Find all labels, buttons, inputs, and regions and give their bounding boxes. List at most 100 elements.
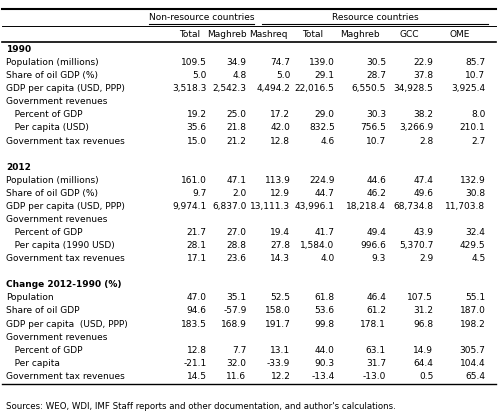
Text: Maghreb: Maghreb (341, 29, 380, 39)
Text: Resource countries: Resource countries (332, 13, 418, 22)
Text: 64.4: 64.4 (413, 359, 433, 368)
Text: 14.5: 14.5 (187, 372, 207, 381)
Text: 34,928.5: 34,928.5 (393, 84, 433, 93)
Text: 30.5: 30.5 (366, 58, 386, 67)
Text: -33.9: -33.9 (267, 359, 290, 368)
Text: 210.1: 210.1 (460, 123, 486, 132)
Text: 183.5: 183.5 (181, 320, 207, 329)
Text: 3,266.9: 3,266.9 (399, 123, 433, 132)
Text: 17.1: 17.1 (187, 254, 207, 263)
Text: 44.6: 44.6 (366, 176, 386, 185)
Text: -57.9: -57.9 (223, 306, 247, 315)
Text: 4.8: 4.8 (232, 71, 247, 80)
Text: 44.7: 44.7 (315, 189, 335, 198)
Text: Government revenues: Government revenues (6, 215, 108, 224)
Text: Population: Population (6, 293, 54, 303)
Text: Government revenues: Government revenues (6, 97, 108, 106)
Text: 28.1: 28.1 (187, 241, 207, 250)
Text: 5.0: 5.0 (276, 71, 290, 80)
Text: 113.9: 113.9 (264, 176, 290, 185)
Text: 9,974.1: 9,974.1 (172, 202, 207, 211)
Text: GCC: GCC (400, 29, 419, 39)
Text: Share of oil GDP (%): Share of oil GDP (%) (6, 189, 99, 198)
Text: 10.7: 10.7 (466, 71, 486, 80)
Text: 178.1: 178.1 (360, 320, 386, 329)
Text: 13.1: 13.1 (270, 346, 290, 355)
Text: 6,550.5: 6,550.5 (352, 84, 386, 93)
Text: Government tax revenues: Government tax revenues (6, 254, 125, 263)
Text: 47.0: 47.0 (187, 293, 207, 303)
Text: 35.1: 35.1 (227, 293, 247, 303)
Text: 28.7: 28.7 (366, 71, 386, 80)
Text: 74.7: 74.7 (270, 58, 290, 67)
Text: 168.9: 168.9 (221, 320, 247, 329)
Text: 27.0: 27.0 (227, 228, 247, 237)
Text: 14.9: 14.9 (413, 346, 433, 355)
Text: Non-resource countries: Non-resource countries (149, 13, 254, 22)
Text: 198.2: 198.2 (460, 320, 486, 329)
Text: 21.2: 21.2 (227, 137, 247, 146)
Text: Share of oil GDP (%): Share of oil GDP (%) (6, 71, 99, 80)
Text: 756.5: 756.5 (360, 123, 386, 132)
Text: 28.8: 28.8 (227, 241, 247, 250)
Text: 37.8: 37.8 (413, 71, 433, 80)
Text: 29.1: 29.1 (315, 71, 335, 80)
Text: 3,925.4: 3,925.4 (451, 84, 486, 93)
Text: 1990: 1990 (6, 45, 31, 54)
Text: 17.2: 17.2 (270, 110, 290, 120)
Text: 53.6: 53.6 (315, 306, 335, 315)
Text: 27.8: 27.8 (270, 241, 290, 250)
Text: 3,518.3: 3,518.3 (172, 84, 207, 93)
Text: 23.6: 23.6 (227, 254, 247, 263)
Text: 305.7: 305.7 (460, 346, 486, 355)
Text: 9.7: 9.7 (192, 189, 207, 198)
Text: 19.2: 19.2 (187, 110, 207, 120)
Text: 12.8: 12.8 (270, 137, 290, 146)
Text: 187.0: 187.0 (460, 306, 486, 315)
Text: 15.0: 15.0 (187, 137, 207, 146)
Text: 19.4: 19.4 (270, 228, 290, 237)
Text: Total: Total (302, 29, 323, 39)
Text: 832.5: 832.5 (309, 123, 335, 132)
Text: 42.0: 42.0 (270, 123, 290, 132)
Text: Per capita: Per capita (6, 359, 60, 368)
Text: 0.5: 0.5 (419, 372, 433, 381)
Text: 96.8: 96.8 (413, 320, 433, 329)
Text: 2.0: 2.0 (232, 189, 247, 198)
Text: 49.4: 49.4 (366, 228, 386, 237)
Text: 44.0: 44.0 (315, 346, 335, 355)
Text: 18,218.4: 18,218.4 (346, 202, 386, 211)
Text: 46.2: 46.2 (366, 189, 386, 198)
Text: 4.0: 4.0 (320, 254, 335, 263)
Text: 22,016.5: 22,016.5 (295, 84, 335, 93)
Text: 9.3: 9.3 (372, 254, 386, 263)
Text: 5,370.7: 5,370.7 (399, 241, 433, 250)
Text: 55.1: 55.1 (466, 293, 486, 303)
Text: 61.8: 61.8 (315, 293, 335, 303)
Text: GDP per capita  (USD, PPP): GDP per capita (USD, PPP) (6, 320, 128, 329)
Text: -13.4: -13.4 (311, 372, 335, 381)
Text: 4.5: 4.5 (471, 254, 486, 263)
Text: 2,542.3: 2,542.3 (213, 84, 247, 93)
Text: 22.9: 22.9 (413, 58, 433, 67)
Text: 43,996.1: 43,996.1 (295, 202, 335, 211)
Text: Government tax revenues: Government tax revenues (6, 372, 125, 381)
Text: 2.7: 2.7 (471, 137, 486, 146)
Text: 85.7: 85.7 (466, 58, 486, 67)
Text: 107.5: 107.5 (407, 293, 433, 303)
Text: Percent of GDP: Percent of GDP (6, 346, 83, 355)
Text: 21.8: 21.8 (227, 123, 247, 132)
Text: 996.6: 996.6 (360, 241, 386, 250)
Text: 30.3: 30.3 (366, 110, 386, 120)
Text: 41.7: 41.7 (315, 228, 335, 237)
Text: Total: Total (179, 29, 200, 39)
Text: 13,111.3: 13,111.3 (250, 202, 290, 211)
Text: Population (millions): Population (millions) (6, 176, 99, 185)
Text: GDP per capita (USD, PPP): GDP per capita (USD, PPP) (6, 202, 125, 211)
Text: 94.6: 94.6 (187, 306, 207, 315)
Text: 49.6: 49.6 (413, 189, 433, 198)
Text: 11,703.8: 11,703.8 (445, 202, 486, 211)
Text: 46.4: 46.4 (366, 293, 386, 303)
Text: 43.9: 43.9 (413, 228, 433, 237)
Text: Percent of GDP: Percent of GDP (6, 110, 83, 120)
